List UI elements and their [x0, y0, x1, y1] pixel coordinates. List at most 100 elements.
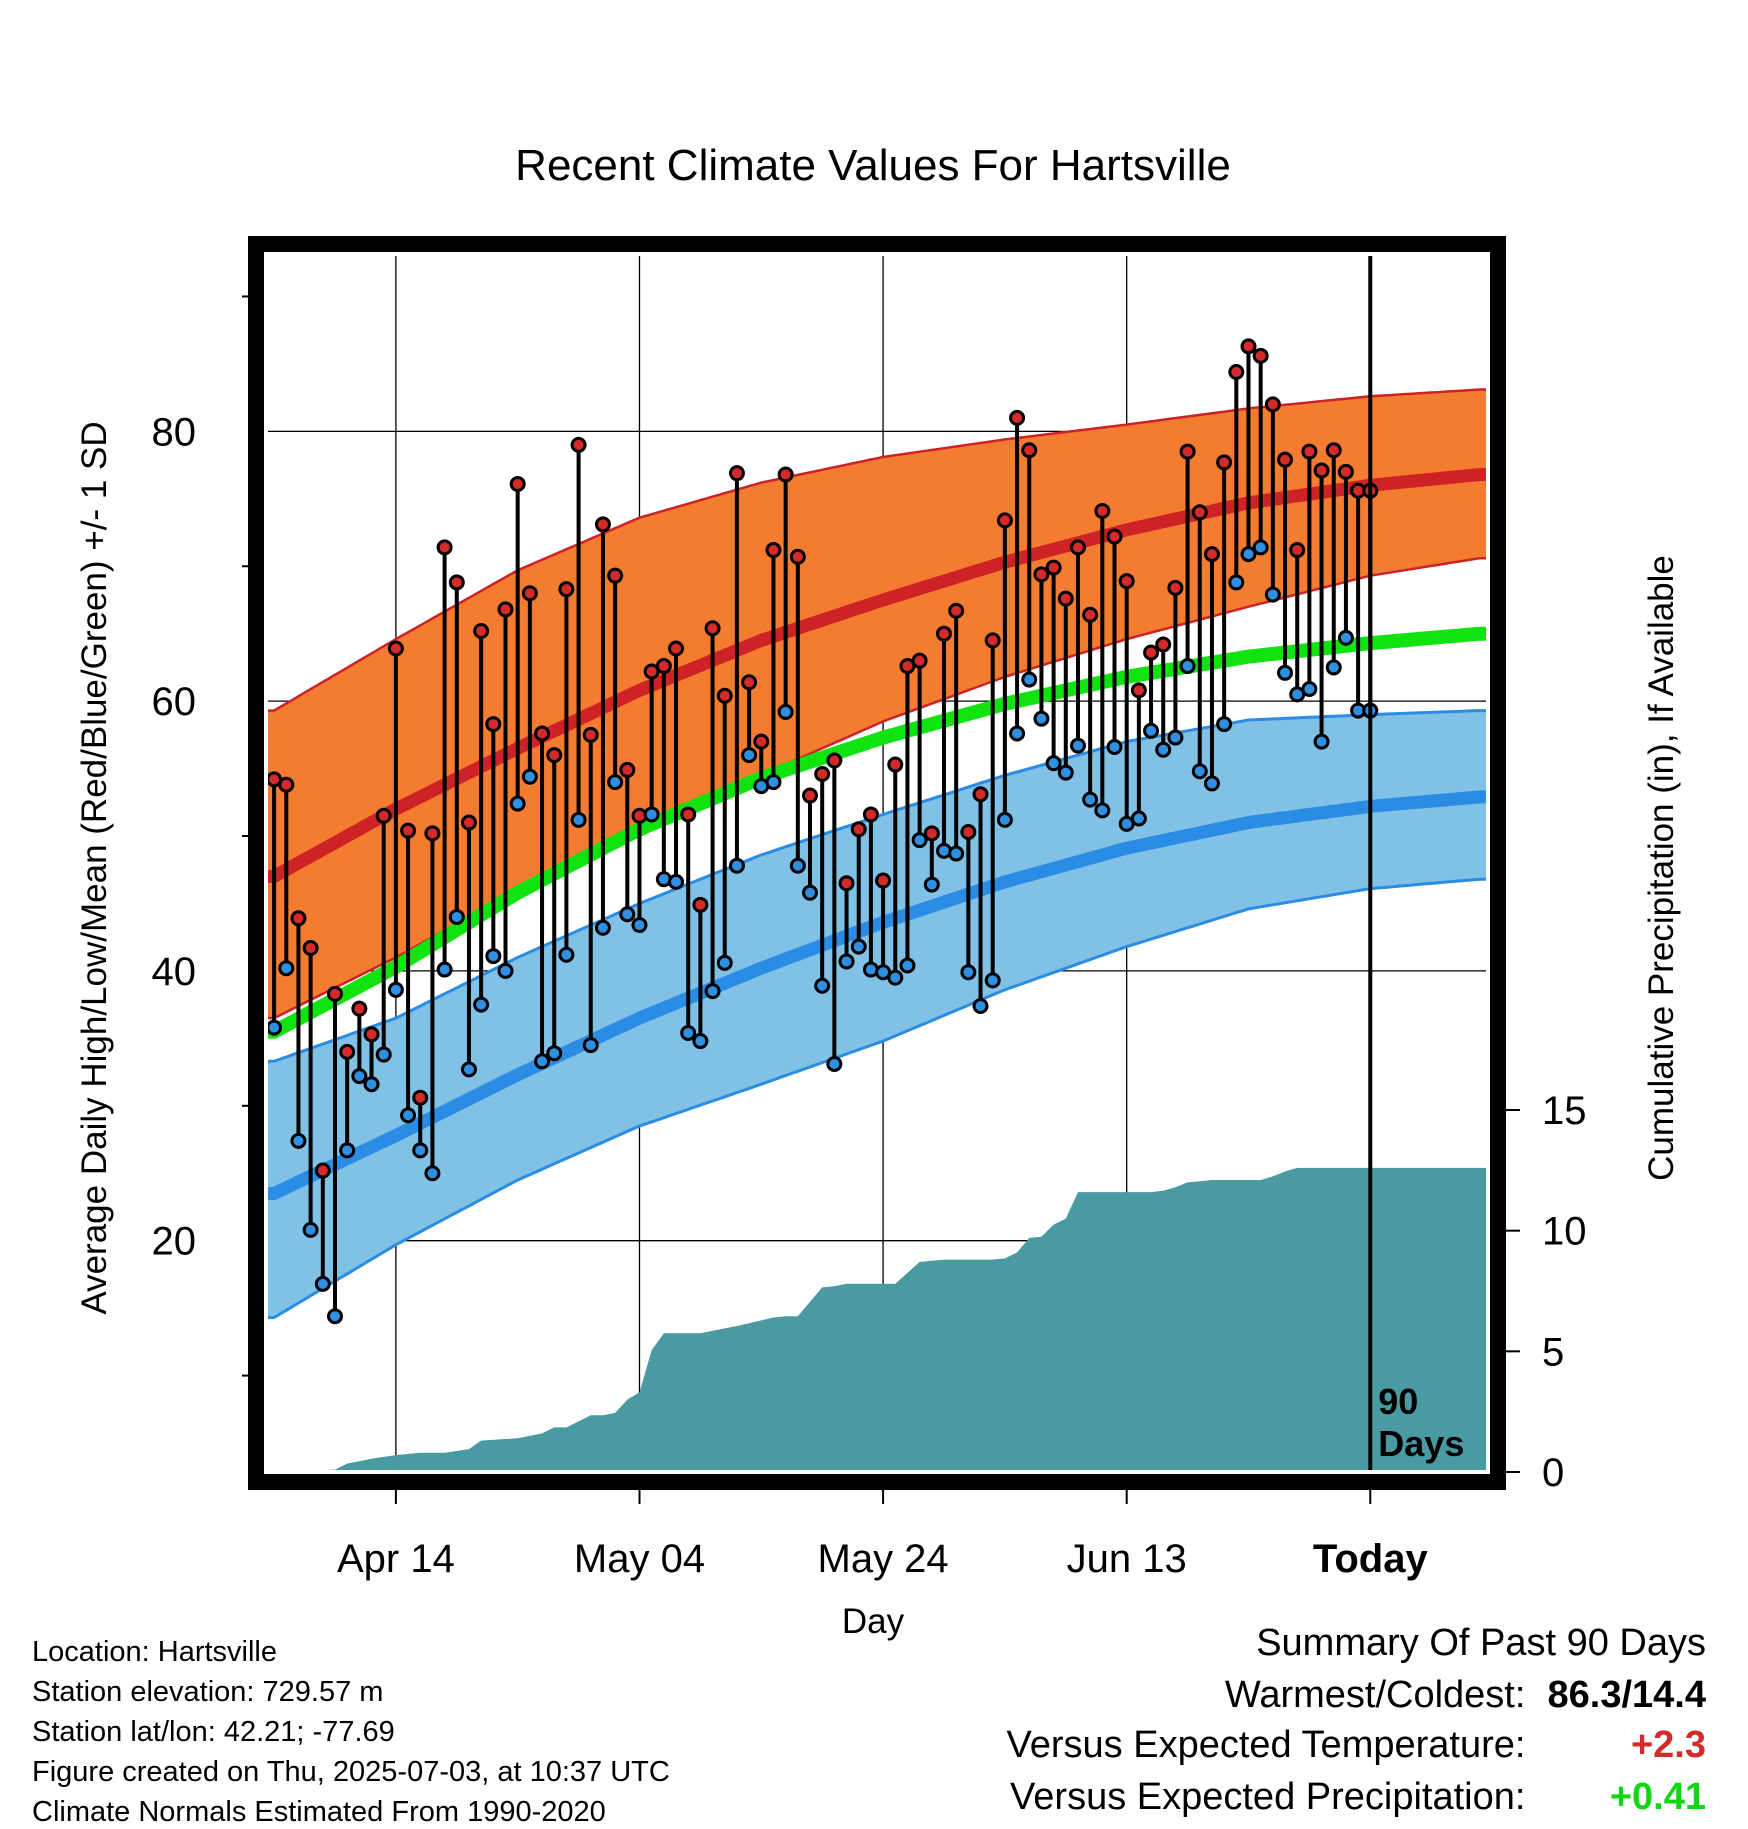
daily-low-point	[278, 960, 295, 977]
daily-high-point	[375, 807, 392, 824]
daily-low-point	[692, 1033, 709, 1050]
summary-temp-label: Versus Expected Temperature:	[1006, 1724, 1526, 1766]
daily-low-point	[387, 981, 404, 998]
daily-high-point	[1094, 502, 1111, 519]
summary-warm-cold-value: 86.3/14.4	[1547, 1674, 1706, 1716]
daily-low-point	[668, 873, 685, 890]
daily-low-point	[1155, 741, 1172, 758]
daily-low-point	[814, 977, 831, 994]
today-days-label: Days	[1378, 1423, 1464, 1464]
y-tick-label: 80	[152, 410, 197, 454]
daily-high-point	[1130, 682, 1147, 699]
daily-high-point	[619, 761, 636, 778]
daily-high-point	[923, 825, 940, 842]
daily-high-point	[1009, 409, 1026, 426]
daily-high-point	[497, 601, 514, 618]
daily-high-point	[1252, 347, 1269, 364]
daily-high-point	[911, 652, 928, 669]
daily-high-point	[1216, 454, 1233, 471]
summary-warm-cold: Warmest/Coldest: 86.3/14.4	[1225, 1674, 1706, 1717]
daily-low-point	[789, 857, 806, 874]
daily-high-point	[680, 806, 697, 823]
daily-low-point	[765, 774, 782, 791]
plot-frame	[248, 236, 1506, 1490]
daily-high-point	[972, 786, 989, 803]
daily-low-point	[1130, 810, 1147, 827]
daily-low-point	[741, 747, 758, 764]
daily-high-point	[460, 814, 477, 831]
daily-low-point	[1143, 722, 1160, 739]
daily-low-point	[497, 962, 514, 979]
daily-low-point	[1252, 539, 1269, 556]
daily-high-point	[594, 516, 611, 533]
normal-low-mean-line	[268, 790, 1486, 1200]
daily-low-point	[594, 919, 611, 936]
daily-high-point	[875, 872, 892, 889]
daily-high-point	[1155, 636, 1172, 653]
daily-high-point	[570, 436, 587, 453]
y2-tick-label: 10	[1542, 1210, 1587, 1254]
daily-low-point	[826, 1055, 843, 1072]
daily-low-point	[570, 811, 587, 828]
footer-normals: Climate Normals Estimated From 1990-2020	[32, 1796, 606, 1828]
daily-high-point	[582, 726, 599, 743]
daily-low-point	[363, 1076, 380, 1093]
daily-low-point	[268, 1019, 283, 1036]
daily-high-point	[668, 640, 685, 657]
daily-high-point	[704, 620, 721, 637]
daily-high-point	[1069, 539, 1086, 556]
daily-high-point	[935, 625, 952, 642]
daily-high-point	[509, 475, 526, 492]
daily-high-point	[777, 466, 794, 483]
daily-high-point	[1143, 644, 1160, 661]
daily-low-point	[339, 1142, 356, 1159]
daily-low-point	[607, 774, 624, 791]
footer-latlon: Station lat/lon: 42.21; -77.69	[32, 1716, 395, 1748]
y2-tick-label: 15	[1542, 1089, 1587, 1133]
plot-clip-group	[268, 256, 1486, 1470]
daily-low-point	[1325, 659, 1342, 676]
summary-precip: Versus Expected Precipitation: +0.41	[1010, 1776, 1706, 1819]
daily-high-point	[1082, 606, 1099, 623]
daily-high-point	[741, 674, 758, 691]
y2-tick-label: 0	[1542, 1451, 1564, 1495]
daily-low-point	[326, 1308, 343, 1325]
normal-high-mean-line	[268, 468, 1486, 883]
daily-high-point	[692, 896, 709, 913]
daily-high-point	[1277, 451, 1294, 468]
daily-low-point	[716, 954, 733, 971]
daily-low-point	[509, 795, 526, 812]
daily-high-point	[436, 539, 453, 556]
daily-high-point	[753, 733, 770, 750]
daily-low-point	[850, 938, 867, 955]
footer-created: Figure created on Thu, 2025-07-03, at 10…	[32, 1756, 670, 1788]
daily-high-point	[448, 574, 465, 591]
daily-low-point	[643, 806, 660, 823]
y-tick-label: 20	[152, 1220, 197, 1264]
daily-high-point	[326, 985, 343, 1002]
daily-high-point	[1289, 542, 1306, 559]
daily-high-point	[862, 806, 879, 823]
summary-title: Summary Of Past 90 Days	[1256, 1622, 1706, 1664]
daily-low-point	[558, 946, 575, 963]
daily-high-point	[802, 787, 819, 804]
daily-high-point	[1264, 396, 1281, 413]
daily-high-point	[838, 875, 855, 892]
daily-low-point	[923, 876, 940, 893]
cumulative-precip-area	[323, 1167, 1486, 1470]
daily-low-point	[680, 1024, 697, 1041]
daily-high-point	[765, 542, 782, 559]
normal-mean-line	[268, 626, 1486, 1039]
daily-high-point	[1021, 442, 1038, 459]
daily-low-point	[1045, 755, 1062, 772]
y-tick-label: 40	[152, 950, 197, 994]
daily-high-point	[558, 581, 575, 598]
daily-low-point	[1167, 729, 1184, 746]
daily-low-point	[534, 1053, 551, 1070]
y-axis-label: Average Daily High/Low/Mean (Red/Blue/Gr…	[75, 421, 114, 1314]
daily-low-point	[1069, 737, 1086, 754]
daily-high-point	[485, 716, 502, 733]
daily-high-point	[314, 1162, 331, 1179]
x-tick-label: Today	[1313, 1537, 1429, 1581]
